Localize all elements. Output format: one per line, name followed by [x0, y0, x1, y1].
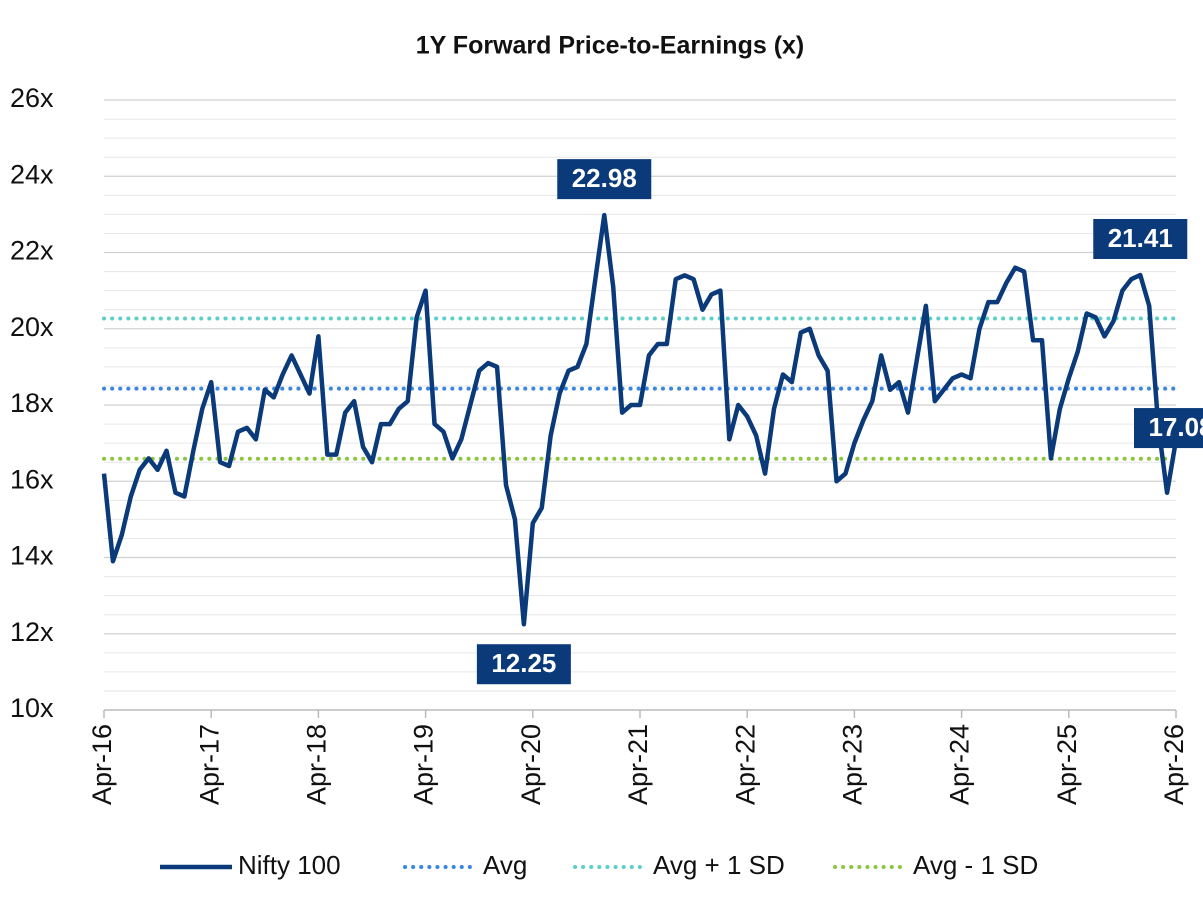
y-tick-label: 24x: [10, 159, 54, 189]
x-tick-label: Apr-21: [623, 724, 653, 805]
x-tick-label: Apr-20: [516, 724, 546, 805]
y-tick-label: 12x: [10, 617, 54, 647]
data-label: 21.41: [1108, 223, 1173, 253]
x-tick-label: Apr-25: [1052, 724, 1082, 805]
legend-label: Nifty 100: [238, 850, 341, 880]
legend-label: Avg + 1 SD: [653, 850, 785, 880]
y-tick-label: 22x: [10, 236, 54, 266]
chart-title: 1Y Forward Price-to-Earnings (x): [416, 32, 805, 60]
y-tick-label: 10x: [10, 693, 54, 723]
x-tick-label: Apr-22: [730, 724, 760, 805]
data-label: 22.98: [572, 163, 637, 193]
y-tick-label: 18x: [10, 388, 54, 418]
legend-label: Avg: [483, 850, 527, 880]
series-line: [101, 212, 1179, 627]
x-tick-label: Apr-23: [838, 724, 868, 805]
x-tick-label: Apr-19: [409, 724, 439, 805]
y-tick-label: 20x: [10, 312, 54, 342]
data-label: 17.08: [1148, 412, 1203, 442]
y-tick-label: 16x: [10, 464, 54, 494]
data-label-box: [1134, 408, 1203, 449]
y-tick-label: 14x: [10, 541, 54, 571]
x-tick-label: Apr-16: [87, 724, 117, 805]
data-label-box: [1093, 218, 1188, 259]
x-tick-label: Apr-26: [1159, 724, 1189, 805]
legend-label: Avg - 1 SD: [913, 850, 1038, 880]
y-tick-label: 26x: [10, 83, 54, 113]
data-label: 12.25: [491, 648, 556, 678]
x-tick-label: Apr-17: [194, 724, 224, 805]
x-tick-label: Apr-24: [945, 724, 975, 805]
data-label-box: [557, 159, 652, 200]
x-tick-label: Apr-18: [302, 724, 332, 805]
data-label-box: [476, 644, 571, 685]
